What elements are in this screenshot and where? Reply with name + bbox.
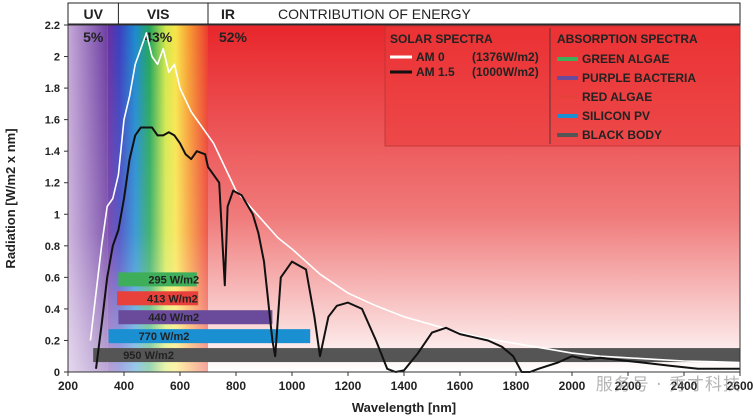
band-red-algae [117, 291, 199, 306]
chart-title: CONTRIBUTION OF ENERGY [278, 6, 472, 22]
y-tick-label: 0.4 [45, 304, 61, 316]
band-label-black-body: 950 W/m2 [123, 350, 174, 362]
region-label-vis: VIS [147, 6, 170, 22]
legend-box [384, 25, 741, 147]
band-silicon-pv [108, 329, 311, 344]
x-tick-label: 2600 [727, 379, 753, 393]
band-green-algae [118, 272, 197, 287]
x-tick-label: 400 [114, 379, 134, 393]
legend-label-extra: (1376W/m2) [472, 50, 539, 64]
x-tick-label: 1600 [447, 379, 474, 393]
legend-solar-title: SOLAR SPECTRA [390, 32, 493, 46]
x-tick-label: 1000 [279, 379, 306, 393]
legend-label-am-0: AM 0 [416, 50, 445, 64]
band-label-red-algae: 413 W/m2 [147, 293, 198, 305]
x-tick-label: 800 [226, 379, 246, 393]
y-tick-label: 1.2 [45, 178, 60, 190]
y-tick-label: 2.2 [45, 20, 60, 32]
y-tick-label: 0.6 [45, 272, 60, 284]
legend-label-black-body: BLACK BODY [582, 128, 662, 142]
y-tick-label: 1.8 [45, 83, 60, 95]
legend-label-purple-bacteria: PURPLE BACTERIA [582, 71, 696, 85]
series-line-am-0 [89, 32, 741, 364]
band-label-green-algae: 295 W/m2 [148, 274, 199, 286]
region-percent-ir: 52% [219, 29, 248, 45]
x-tick-label: 600 [170, 379, 190, 393]
region-label-ir: IR [221, 6, 235, 22]
y-tick-label: 1.6 [45, 115, 60, 127]
y-tick-label: 2 [54, 52, 60, 64]
x-axis-label: Wavelength [nm] [352, 400, 456, 415]
legend-label-silicon-pv: SILICON PV [582, 109, 650, 123]
y-tick-label: 1.4 [45, 146, 61, 158]
header-strip [67, 2, 741, 25]
y-tick-label: 0.8 [45, 241, 60, 253]
band-label-silicon-pv: 770 W/m2 [139, 331, 190, 343]
x-tick-label: 200 [58, 379, 78, 393]
x-tick-label: 2000 [559, 379, 586, 393]
legend-label-green-algae: GREEN ALGAE [582, 52, 670, 66]
legend-label-am-1-5: AM 1.5 [416, 65, 455, 79]
region-percent-vis: 43% [144, 29, 173, 45]
legend-label-extra: (1000W/m2) [472, 65, 539, 79]
series-line-am-1-5 [95, 126, 740, 373]
y-tick-label: 1 [54, 209, 60, 221]
legend-label-red-algae: RED ALGAE [582, 90, 652, 104]
x-tick-label: 2400 [671, 379, 698, 393]
watermark: 服务号 · 秀才科技 [595, 375, 741, 395]
legend-absorption-title: ABSORPTION SPECTRA [557, 32, 698, 46]
x-tick-label: 1800 [503, 379, 530, 393]
x-tick-label: 1200 [335, 379, 362, 393]
x-tick-label: 1400 [391, 379, 418, 393]
y-axis-label: Radiation [W/m2 x nm] [3, 128, 18, 268]
x-tick-label: 2200 [615, 379, 642, 393]
band-label-purple-bacteria: 440 W/m2 [148, 312, 199, 324]
region-label-uv: UV [83, 6, 103, 22]
y-tick-label: 0 [54, 367, 60, 379]
region-percent-uv: 5% [83, 29, 104, 45]
band-purple-bacteria [118, 310, 273, 325]
y-tick-label: 0.2 [45, 335, 60, 347]
